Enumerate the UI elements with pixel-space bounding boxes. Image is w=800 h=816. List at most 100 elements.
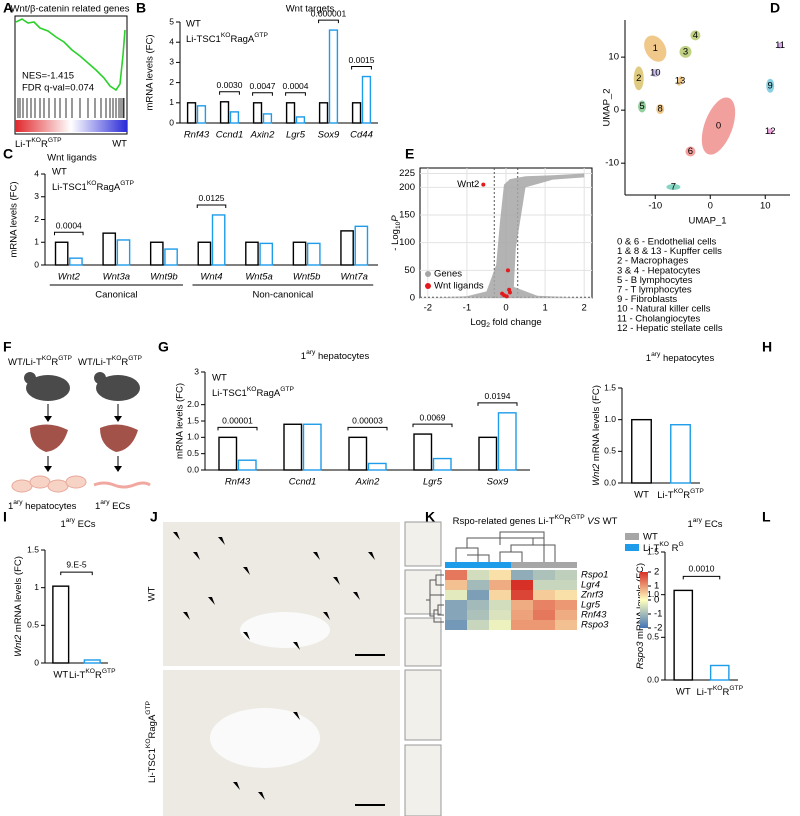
text-part: Rspo-related genes Li-T xyxy=(453,516,555,527)
cluster xyxy=(633,66,644,91)
text-part: KO xyxy=(85,668,95,675)
bar xyxy=(252,102,263,124)
text-part: RagA xyxy=(256,388,280,399)
x-tick-label: WT xyxy=(53,670,68,681)
legend-label: WT xyxy=(643,532,658,543)
legend-label: WT xyxy=(52,167,67,178)
x-tick-label: Wnt5a xyxy=(245,272,272,283)
cluster xyxy=(777,42,784,49)
heat-cell xyxy=(445,590,467,600)
arrowhead-marker xyxy=(293,712,300,720)
inset xyxy=(404,521,442,567)
annotation: Wnt2 xyxy=(457,179,479,190)
cell-label: 1ary ECs xyxy=(95,499,130,511)
legend-label: Li-TSC1KORagAGTP xyxy=(186,32,268,44)
x-tick-label: -2 xyxy=(424,303,432,314)
legend-label: Li-TSC1KORagAGTP xyxy=(212,386,294,398)
cluster-label: 9 xyxy=(768,80,773,91)
text-part: ary xyxy=(66,517,76,524)
legend-swatch xyxy=(625,544,639,551)
gene-hits xyxy=(17,98,125,118)
text-part: GTP xyxy=(58,355,72,362)
legend-swatch xyxy=(425,283,431,289)
row-label: WT xyxy=(147,586,158,601)
group-label: Li-TKORGTP xyxy=(15,137,62,149)
y-tick-label: 1.0 xyxy=(647,589,659,599)
text-part: RagA xyxy=(96,182,120,193)
bar xyxy=(211,214,226,266)
legend-label: 2 - Macrophages xyxy=(617,256,689,267)
x-tick-label: WT xyxy=(634,490,649,501)
text-part: GTP xyxy=(690,488,704,495)
heat-cell xyxy=(467,570,489,580)
text-part: Li-T xyxy=(69,670,86,681)
colorbar-label: 2 xyxy=(654,567,659,578)
bar xyxy=(229,111,240,124)
p-value: 0.00003 xyxy=(352,416,383,426)
heat-cell xyxy=(511,610,533,620)
y-axis-label: - Log10P xyxy=(390,215,403,251)
text-part: hepatocytes xyxy=(315,351,369,362)
p-value: 0.0015 xyxy=(349,55,375,65)
text-part: G xyxy=(678,541,683,548)
bar xyxy=(149,241,164,266)
text-part: ary xyxy=(13,499,23,506)
y-tick-label: 1.0 xyxy=(187,432,199,442)
y-tick-label: 1 xyxy=(34,237,39,247)
f-diagram xyxy=(11,372,151,493)
bar xyxy=(197,241,212,266)
heat-cell xyxy=(445,580,467,590)
panel-label: L xyxy=(762,509,771,525)
arrowhead-marker xyxy=(218,537,225,545)
heat-cell xyxy=(445,570,467,580)
bar xyxy=(318,102,329,124)
liver xyxy=(100,424,138,452)
dendrogram xyxy=(455,531,556,562)
y-tick-label: 2 xyxy=(34,214,39,224)
p-value: 0.0004 xyxy=(56,221,82,231)
text-part: 10 xyxy=(395,221,402,229)
panel-label: H xyxy=(762,339,772,355)
bar xyxy=(285,102,296,124)
arrowhead xyxy=(44,466,52,472)
ligand-point xyxy=(507,287,512,292)
y-tick-label: 150 xyxy=(399,210,415,221)
text-part: Wnt2 xyxy=(591,463,602,486)
heat-cell xyxy=(533,620,555,630)
panel-title: Wnt/β-catenin related genes xyxy=(10,4,129,15)
text-part: KO xyxy=(31,137,41,144)
gene-cloud xyxy=(435,173,585,298)
text-part: KO xyxy=(713,685,723,692)
mouse-ear xyxy=(94,372,106,384)
legend-label: Li-TSC1KORagAGTP xyxy=(52,180,134,192)
text-part: R xyxy=(722,687,729,698)
text-part: Li-T xyxy=(15,139,32,150)
significance-bracket xyxy=(318,19,339,24)
text-part: KO xyxy=(112,355,122,362)
column-group xyxy=(533,562,555,568)
legend-label: 1 & 8 & 13 - Kupffer cells xyxy=(617,246,722,257)
cluster-label: 11 xyxy=(775,40,785,51)
p-value: 0.0030 xyxy=(217,80,243,90)
bar xyxy=(709,664,730,681)
y-tick-label: 1 xyxy=(34,582,39,592)
x-tick-label: Axin2 xyxy=(355,477,380,488)
y-tick-label: 1 xyxy=(169,97,174,107)
column-group xyxy=(445,562,467,568)
heat-cell xyxy=(467,600,489,610)
p-value: 0.00001 xyxy=(222,416,253,426)
text-part: GTP xyxy=(729,685,743,692)
legend-label: Genes xyxy=(434,269,462,280)
group-label: WT/Li-TKORGTP xyxy=(78,355,142,367)
panel-title: Rspo-related genes Li-TKORGTP VS WT xyxy=(453,514,618,526)
panel-label: I xyxy=(3,509,7,525)
panel-title: Wnt targets xyxy=(286,4,335,15)
bar xyxy=(219,101,230,124)
bar xyxy=(69,257,83,266)
x-axis-label: Log2 fold change xyxy=(470,317,541,330)
bar xyxy=(367,462,387,471)
y-tick-label: 225 xyxy=(399,168,415,179)
p-value: 0.0010 xyxy=(689,564,715,574)
colorbar xyxy=(640,572,648,628)
